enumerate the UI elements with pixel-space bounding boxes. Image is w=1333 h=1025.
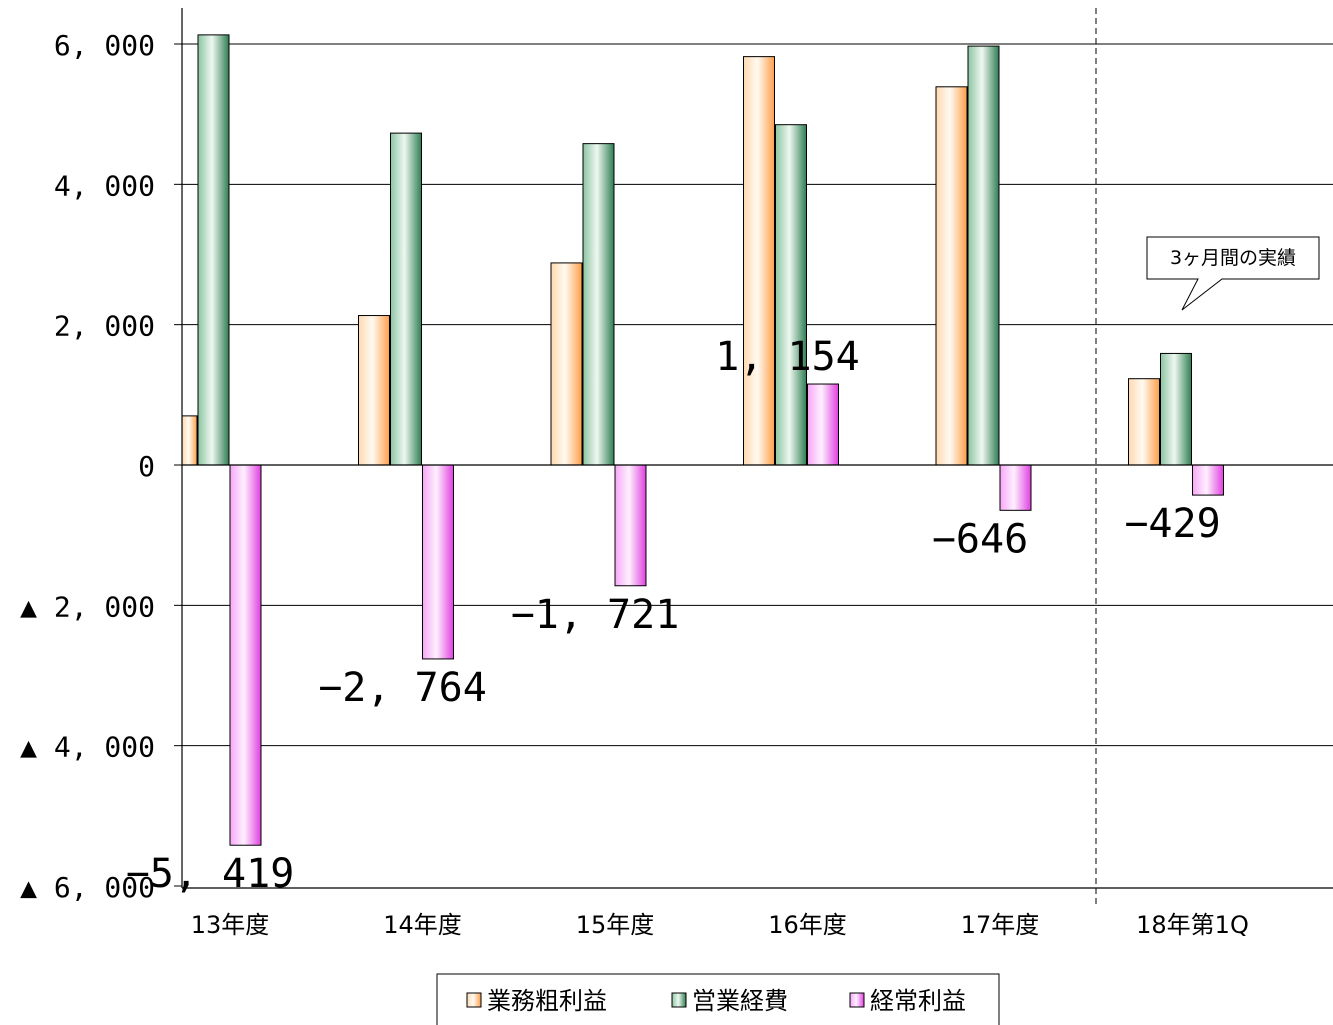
x-tick-label: 13年度 [191, 911, 270, 939]
x-tick-label: 15年度 [576, 911, 655, 939]
bar [807, 383, 839, 466]
data-label: −646 [932, 516, 1028, 562]
x-tick-label: 14年度 [383, 911, 462, 939]
data-label: −5, 419 [126, 851, 295, 897]
legend-box [436, 973, 1000, 1025]
bar [935, 86, 968, 466]
legend-swatch [466, 992, 482, 1008]
bar [550, 262, 583, 466]
y-tick-label: 6, 000 [54, 29, 155, 62]
bar [422, 464, 454, 660]
bar [614, 464, 647, 587]
bars [181, 34, 1224, 846]
x-tick-label: 18年第1Q [1136, 911, 1249, 939]
y-tick-label: 4, 000 [54, 169, 155, 202]
legend-label: 業務粗利益 [487, 987, 607, 1015]
y-tick-label: ▲ 4, 000 [20, 731, 155, 764]
bar [390, 132, 422, 466]
y-tick-label: 2, 000 [54, 310, 155, 343]
legend-label: 営業経費 [692, 987, 788, 1015]
bar [1192, 464, 1224, 496]
bar [775, 124, 807, 466]
bar [197, 34, 230, 466]
annotation-text: 3ヶ月間の実績 [1170, 247, 1296, 269]
x-tick-label: 17年度 [961, 911, 1040, 939]
bar [358, 315, 390, 466]
data-label: −429 [1124, 501, 1220, 547]
legend-swatch [849, 992, 865, 1008]
legend: 業務粗利益 営業経費 経常利益 [436, 973, 1000, 1025]
annotation-callout: 3ヶ月間の実績 [1146, 236, 1320, 311]
legend-label: 経常利益 [870, 987, 966, 1015]
axes: 6, 000 4, 000 2, 000 0 ▲ 2, 000 ▲ 4, 000 ▲ 6, … [20, 8, 1333, 905]
data-label: −1, 721 [511, 592, 680, 638]
data-label: 1, 154 [715, 334, 860, 380]
legend-swatch [671, 992, 687, 1008]
bar [582, 143, 615, 466]
bar [967, 45, 1000, 466]
bar [229, 464, 262, 846]
bar [1160, 352, 1192, 466]
bar [1128, 378, 1160, 466]
y-tick-label: ▲ 2, 000 [20, 590, 155, 623]
labels: 13年度 14年度 15年度 16年度 17年度 18年第1Q −5, 419 −2, 764… [126, 334, 1249, 939]
x-tick-label: 16年度 [768, 911, 847, 939]
bar [181, 415, 198, 466]
bar [999, 464, 1032, 511]
bar [743, 56, 775, 466]
y-tick-label: 0 [138, 450, 155, 483]
y-tick-label: ▲ 6, 000 [20, 871, 155, 904]
data-label: −2, 764 [318, 665, 487, 711]
